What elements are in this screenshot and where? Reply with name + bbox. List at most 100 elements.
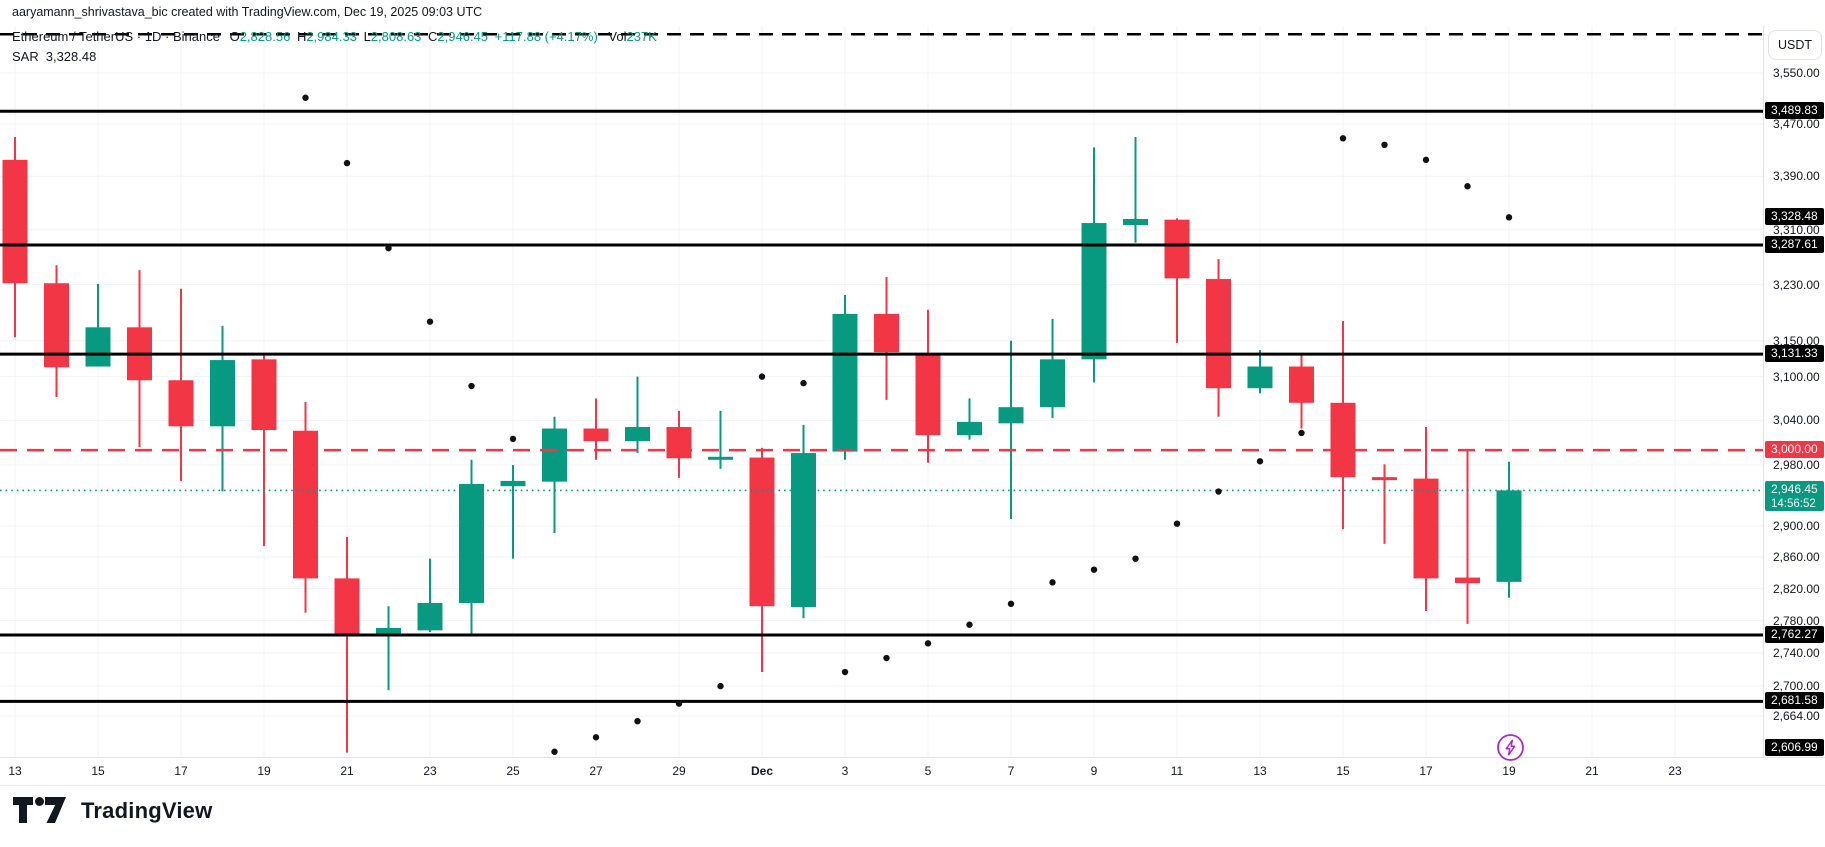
sar-dot — [1049, 579, 1056, 586]
candle-body[interactable] — [625, 427, 650, 442]
price-badge: 2,681.58 — [1765, 692, 1824, 710]
indicator-value: 3,328.48 — [45, 49, 97, 64]
x-axis-label: 13 — [1253, 764, 1267, 778]
sar-dot — [426, 318, 434, 325]
candle-body[interactable] — [1206, 279, 1231, 389]
candle-body[interactable] — [2, 159, 28, 284]
chart-plot-area[interactable] — [0, 26, 1763, 757]
candle-body[interactable] — [708, 456, 733, 460]
y-axis-label: 3,310.00 — [1773, 222, 1820, 237]
change-value: +117.88 (+4.17%) — [494, 29, 598, 44]
candle-body[interactable] — [666, 427, 692, 459]
candle-body[interactable] — [1123, 218, 1148, 226]
sar-dot — [841, 668, 849, 676]
sar-dot — [1381, 141, 1388, 149]
sar-dot — [1298, 429, 1305, 437]
candle-body[interactable] — [334, 578, 360, 635]
y-axis-label: 2,900.00 — [1773, 519, 1820, 533]
x-axis-label: 17 — [174, 764, 188, 778]
candle-body[interactable] — [749, 457, 775, 607]
indicator-name: SAR — [12, 49, 39, 64]
candle-body[interactable] — [1040, 359, 1065, 408]
y-axis-label: 2,980.00 — [1773, 458, 1820, 473]
candle-body[interactable] — [168, 380, 194, 427]
open-value: 2,828.56 — [239, 29, 291, 44]
candle-body[interactable] — [251, 359, 277, 431]
candle-body[interactable] — [210, 360, 235, 427]
candle-body[interactable] — [998, 407, 1024, 424]
sar-dot — [924, 640, 932, 647]
price-badge: 3,131.33 — [1765, 345, 1824, 363]
candle-body[interactable] — [1496, 490, 1522, 582]
exchange-label: Binance — [172, 29, 220, 44]
currency-toggle-button[interactable]: USDT — [1768, 30, 1822, 60]
price-axis[interactable]: USDT 3,550.00 3,470.00 3,390.00 3,310.00 3,2… — [1763, 26, 1825, 757]
candle-body[interactable] — [85, 327, 111, 367]
close-label: C — [428, 29, 438, 44]
candle-body[interactable] — [791, 453, 816, 608]
x-axis-label: 27 — [589, 764, 603, 778]
candle-body[interactable] — [583, 428, 609, 442]
x-axis-label: 17 — [1419, 764, 1433, 778]
candle-body[interactable] — [1247, 366, 1273, 389]
separator: · — [165, 29, 170, 44]
candle-body[interactable] — [915, 355, 941, 436]
y-axis-label: 2,780.00 — [1773, 613, 1820, 628]
y-axis-label: 3,040.00 — [1773, 413, 1820, 428]
sar-dot — [1422, 156, 1430, 164]
y-axis-label: 2,860.00 — [1773, 550, 1820, 565]
candle-body[interactable] — [1164, 219, 1190, 279]
x-axis-label: 23 — [423, 764, 437, 778]
candle-body[interactable] — [459, 483, 484, 604]
sar-dot — [966, 621, 973, 628]
tradingview-logo[interactable]: TradingView — [13, 797, 212, 824]
candle-body[interactable] — [417, 603, 443, 631]
sar-dot — [1007, 600, 1015, 608]
x-axis-label: 9 — [1090, 764, 1098, 778]
close-value: 2,946.45 — [437, 29, 489, 44]
attribution-text: aaryamann_shrivastava_bic created with T… — [12, 5, 483, 19]
candle-body[interactable] — [500, 480, 526, 487]
x-axis-label: 19 — [1502, 764, 1516, 778]
candle-body[interactable] — [376, 627, 401, 635]
candle-body[interactable] — [1081, 223, 1107, 360]
x-axis-label: 29 — [672, 764, 686, 778]
sar-dot — [1173, 520, 1181, 527]
candle-body[interactable] — [1413, 478, 1439, 579]
price-badge: 2,762.27 — [1765, 626, 1824, 643]
x-axis-label: 3 — [841, 764, 849, 778]
candle-body[interactable] — [1330, 402, 1356, 478]
sar-dot — [302, 94, 309, 101]
price-badge: 3,287.61 — [1765, 236, 1824, 253]
time-axis[interactable]: 13 15 17 19 21 23 25 27 29 Dec 3 5 7 9 11 13 15 17 19 21 23 — [0, 757, 1825, 786]
symbol-title: Ethereum / TetherUS — [12, 29, 134, 44]
candle-body[interactable] — [1455, 577, 1480, 584]
sar-dot — [1090, 566, 1098, 573]
lightning-icon — [1497, 734, 1524, 761]
candle-body[interactable] — [1372, 477, 1397, 481]
price-badge: 3,328.48 — [1765, 208, 1824, 226]
candle-body[interactable] — [832, 313, 858, 452]
x-axis-label: 25 — [506, 764, 520, 778]
y-axis-label: 3,390.00 — [1773, 169, 1820, 184]
x-axis-label: 19 — [257, 764, 271, 778]
candle-body[interactable] — [957, 421, 982, 436]
sar-dot — [592, 734, 600, 741]
sar-dot — [675, 700, 683, 707]
tradingview-logo-icon — [13, 797, 66, 823]
x-axis-label: 21 — [340, 764, 354, 778]
x-axis-label: 7 — [1007, 764, 1015, 778]
sar-dot — [1132, 555, 1139, 562]
sar-dot — [509, 435, 517, 443]
candle-body[interactable] — [293, 430, 318, 579]
candle-body[interactable] — [874, 313, 899, 353]
symbol-legend-row: Ethereum / TetherUS · 1D · Binance O2,82… — [12, 29, 660, 44]
low-value: 2,808.63 — [370, 29, 422, 44]
flash-quick-action-button[interactable] — [1496, 733, 1525, 762]
sar-dot — [883, 654, 890, 662]
candle-body[interactable] — [542, 428, 567, 482]
sar-dot — [1215, 488, 1222, 495]
candle-body[interactable] — [1289, 366, 1314, 403]
x-axis-label: Dec — [750, 764, 774, 778]
